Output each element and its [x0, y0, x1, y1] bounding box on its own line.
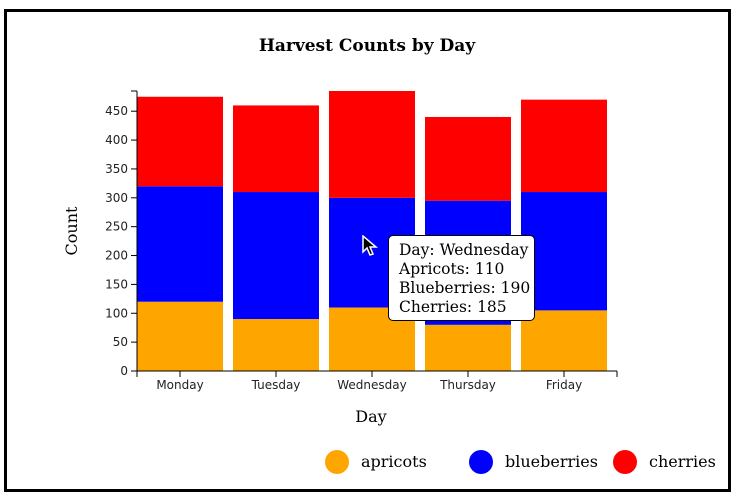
- tooltip: Day: Wednesday Apricots: 110 Blueberries…: [388, 235, 535, 321]
- y-tick-label-250: 250: [105, 220, 128, 234]
- legend-label-apricots: apricots: [361, 452, 427, 471]
- chart-title: Harvest Counts by Day: [259, 36, 476, 56]
- x-tick-label-wednesday: Wednesday: [337, 378, 406, 392]
- legend-label-blueberries: blueberries: [505, 452, 598, 471]
- y-tick-label-100: 100: [105, 306, 128, 320]
- y-tick-label-150: 150: [105, 277, 128, 291]
- bar-cherries-wednesday: [329, 91, 415, 198]
- bar-cherries-tuesday: [233, 105, 319, 193]
- legend-swatch-blueberries: [469, 450, 493, 474]
- y-tick-label-50: 50: [113, 335, 128, 349]
- x-tick-label-monday: Monday: [156, 378, 203, 392]
- bar-blueberries-tuesday: [233, 192, 319, 320]
- y-tick-label-300: 300: [105, 191, 128, 205]
- bar-cherries-friday: [521, 99, 607, 193]
- bar-blueberries-friday: [521, 192, 607, 311]
- x-tick-label-tuesday: Tuesday: [251, 378, 301, 392]
- legend-label-cherries: cherries: [649, 452, 716, 471]
- bar-apricots-friday: [521, 310, 607, 371]
- y-tick-label-200: 200: [105, 249, 128, 263]
- bar-cherries-monday: [137, 96, 223, 187]
- bar-cherries-thursday: [425, 116, 511, 201]
- tooltip-blueberries: Blueberries: 190: [399, 279, 531, 297]
- tooltip-day: Day: Wednesday: [399, 241, 529, 259]
- plot-area: [137, 91, 607, 371]
- mouse-cursor-icon: [362, 235, 379, 256]
- x-tick-label-thursday: Thursday: [439, 378, 496, 392]
- tooltip-cherries: Cherries: 185: [399, 298, 507, 316]
- bar-apricots-thursday: [425, 324, 511, 371]
- y-axis: 0 50 100 150 200 250 300 350 400 450: [105, 90, 138, 378]
- bar-blueberries-monday: [137, 186, 223, 302]
- tooltip-apricots: Apricots: 110: [399, 260, 505, 278]
- y-tick-label-450: 450: [105, 104, 128, 118]
- y-axis-label: Count: [62, 206, 81, 255]
- legend-swatch-cherries: [613, 450, 637, 474]
- y-tick-label-0: 0: [120, 364, 128, 378]
- x-tick-label-friday: Friday: [546, 378, 582, 392]
- x-axis-label: Day: [355, 407, 386, 426]
- bar-apricots-monday: [137, 301, 223, 371]
- legend: apricots blueberries cherries: [325, 450, 716, 474]
- x-axis: Monday Tuesday Wednesday Thursday Friday: [136, 370, 618, 392]
- legend-swatch-apricots: [325, 450, 349, 474]
- y-tick-label-400: 400: [105, 133, 128, 147]
- bar-apricots-tuesday: [233, 319, 319, 371]
- y-tick-label-350: 350: [105, 162, 128, 176]
